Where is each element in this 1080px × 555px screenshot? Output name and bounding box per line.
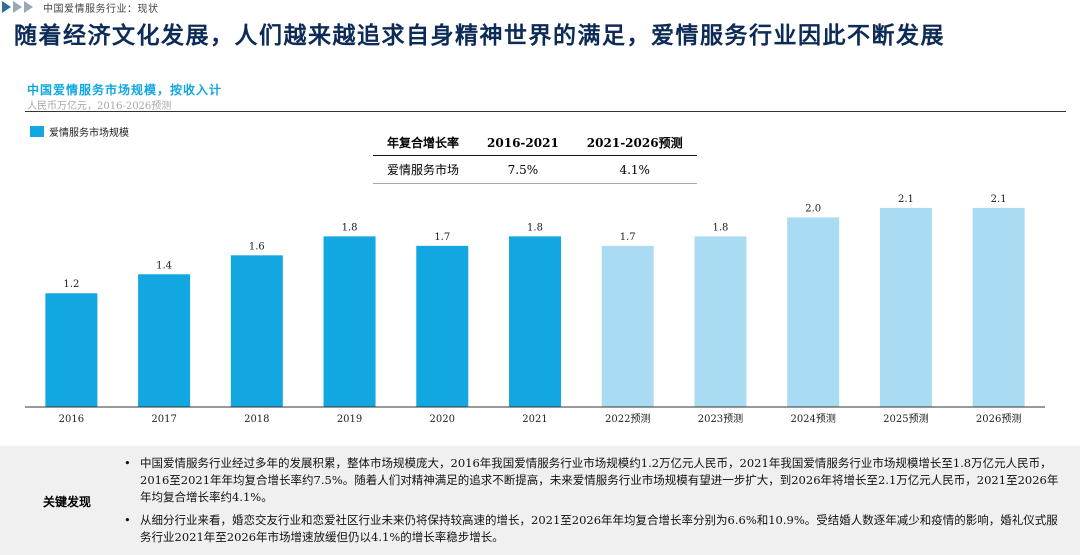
bar-2026预测 [972, 207, 1025, 407]
chart-unit: 人民币万亿元，2016-2026预测 [27, 101, 172, 112]
data-label: 1.2 [63, 279, 79, 290]
x-tick-label: 2020 [430, 414, 455, 425]
bar-2018 [230, 255, 283, 407]
cagr-header-period-1: 2016-2021 [473, 130, 573, 156]
data-label: 2.1 [898, 194, 914, 205]
data-label: 1.8 [527, 222, 543, 233]
cagr-header-period-2: 2021-2026预测 [572, 130, 697, 156]
x-tick-label: 2023预测 [698, 412, 743, 425]
x-tick-label: 2016 [59, 414, 84, 425]
x-tick-label: 2021 [522, 414, 547, 425]
list-item: 中国爱情服务行业经过多年的发展积累，整体市场规模庞大，2016年我国爱情服务行业… [124, 455, 1069, 506]
header-divider [25, 111, 1066, 112]
table-row: 爱情服务市场 7.5% 4.1% [373, 155, 697, 184]
legend-label: 爱情服务市场规模 [49, 128, 129, 139]
bar-2019 [323, 236, 376, 407]
cagr-row-label: 爱情服务市场 [373, 155, 474, 184]
legend-swatch [30, 126, 44, 137]
x-tick-label: 2018 [244, 414, 269, 425]
x-tick-label: 2017 [151, 414, 176, 425]
key-findings-list: 中国爱情服务行业经过多年的发展积累，整体市场规模庞大，2016年我国爱情服务行业… [124, 455, 1069, 552]
chevron-arrows-icon [2, 1, 35, 13]
breadcrumb: 中国爱情服务行业：现状 [0, 0, 159, 15]
x-tick-label: 2025预测 [883, 412, 928, 425]
data-label: 1.4 [156, 260, 172, 271]
bar-chart: 1.2 2016 1.4 2017 1.6 2018 1.8 2019 1.7 2020 1.8 20… [25, 194, 1045, 425]
chart-title: 中国爱情服务市场规模，按收入计 [27, 83, 223, 97]
data-label: 2.0 [805, 203, 821, 214]
cagr-value-1: 7.5% [473, 155, 573, 184]
data-label: 1.8 [342, 222, 358, 233]
x-tick-label: 2024预测 [790, 412, 835, 425]
x-tick-label: 2022预测 [605, 412, 650, 425]
bar-2020 [416, 245, 469, 407]
bar-2025预测 [879, 207, 932, 407]
data-label: 1.6 [249, 241, 265, 252]
x-tick-label: 2026预测 [976, 412, 1021, 425]
key-findings-label: 关键发现 [43, 495, 92, 509]
list-item: 从细分行业来看，婚恋交友行业和恋爱社区行业未来仍将保持较高速的增长，2021至2… [124, 512, 1069, 546]
bar-2021 [509, 236, 561, 407]
bar-2023预测 [694, 236, 747, 407]
breadcrumb-text: 中国爱情服务行业：现状 [43, 3, 159, 15]
bar-2024预测 [787, 217, 840, 407]
bar-2017 [138, 274, 191, 407]
data-label: 1.7 [620, 232, 636, 243]
x-tick-label: 2019 [337, 414, 362, 425]
data-label: 1.8 [713, 222, 729, 233]
cagr-header-label: 年复合增长率 [373, 130, 474, 156]
data-label: 2.1 [991, 194, 1007, 205]
bar-2016 [45, 293, 98, 407]
page-title: 随着经济文化发展，人们越来越追求自身精神世界的满足，爱情服务行业因此不断发展 [14, 22, 945, 49]
bar-2022预测 [601, 245, 654, 407]
cagr-table: 年复合增长率 2016-2021 2021-2026预测 爱情服务市场 7.5%… [373, 130, 697, 184]
data-label: 1.7 [434, 232, 450, 243]
cagr-value-2: 4.1% [572, 155, 697, 184]
key-findings-panel: 关键发现 中国爱情服务行业经过多年的发展积累，整体市场规模庞大，2016年我国爱… [0, 446, 1080, 555]
chart-legend: 爱情服务市场规模 [30, 124, 129, 139]
